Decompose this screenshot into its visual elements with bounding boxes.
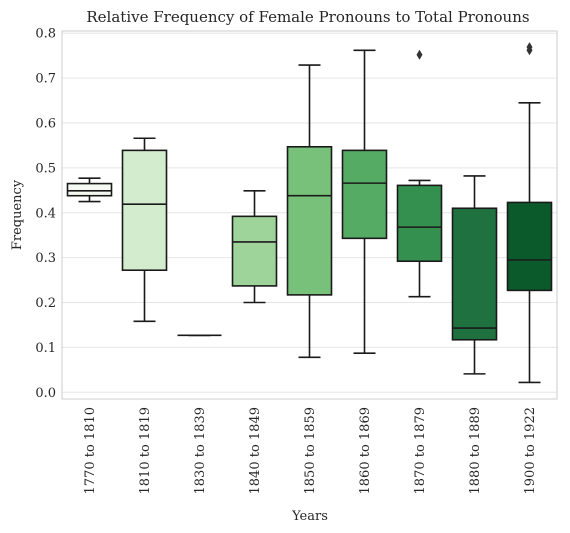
y-tick-label: 0.1 <box>35 341 56 356</box>
box-iqr <box>68 184 112 196</box>
box-iqr <box>453 208 497 339</box>
y-axis-label: Frequency <box>10 179 25 250</box>
chart-title: Relative Frequency of Female Pronouns to… <box>86 8 529 26</box>
y-tick-labels: 0.0 0.1 0.2 0.3 0.4 0.5 0.6 0.7 0.8 <box>35 27 56 401</box>
y-tick-label: 0.3 <box>35 251 56 266</box>
box-iqr <box>233 216 277 286</box>
y-tick-label: 0.2 <box>35 296 56 311</box>
x-tick-label: 1830 to 1839 <box>193 407 208 494</box>
y-tick-label: 0.0 <box>35 386 56 401</box>
box-iqr <box>398 185 442 261</box>
outlier-point <box>417 50 423 60</box>
x-tick-label: 1870 to 1879 <box>413 407 428 494</box>
box-0 <box>68 178 112 201</box>
y-tick-label: 0.7 <box>35 72 56 87</box>
box-iqr <box>343 150 387 238</box>
box-1 <box>123 138 167 321</box>
box-iqr <box>288 147 332 295</box>
y-tick-label: 0.4 <box>35 206 56 221</box>
y-tick-label: 0.5 <box>35 161 56 176</box>
x-tick-label: 1850 to 1859 <box>303 407 318 494</box>
box-iqr <box>123 150 167 270</box>
box-7 <box>453 176 497 374</box>
y-tick-label: 0.6 <box>35 117 56 132</box>
box-3 <box>233 191 277 303</box>
x-tick-label: 1770 to 1810 <box>83 407 98 494</box>
box-4 <box>288 65 332 357</box>
x-tick-label: 1810 to 1819 <box>138 407 153 494</box>
x-tick-label: 1840 to 1849 <box>248 407 263 494</box>
box-8 <box>508 42 552 382</box>
box-6 <box>398 50 442 297</box>
x-axis-label: Years <box>291 509 328 524</box>
box-iqr <box>508 202 552 290</box>
y-tick-label: 0.8 <box>35 27 56 42</box>
boxes-group <box>68 42 552 382</box>
x-tick-label: 1860 to 1869 <box>358 407 373 494</box>
box-5 <box>343 50 387 353</box>
x-tick-label: 1900 to 1922 <box>523 407 538 494</box>
x-tick-labels: 1770 to 1810 1810 to 1819 1830 to 1839 1840… <box>83 407 538 494</box>
x-tick-label: 1880 to 1889 <box>468 407 483 494</box>
